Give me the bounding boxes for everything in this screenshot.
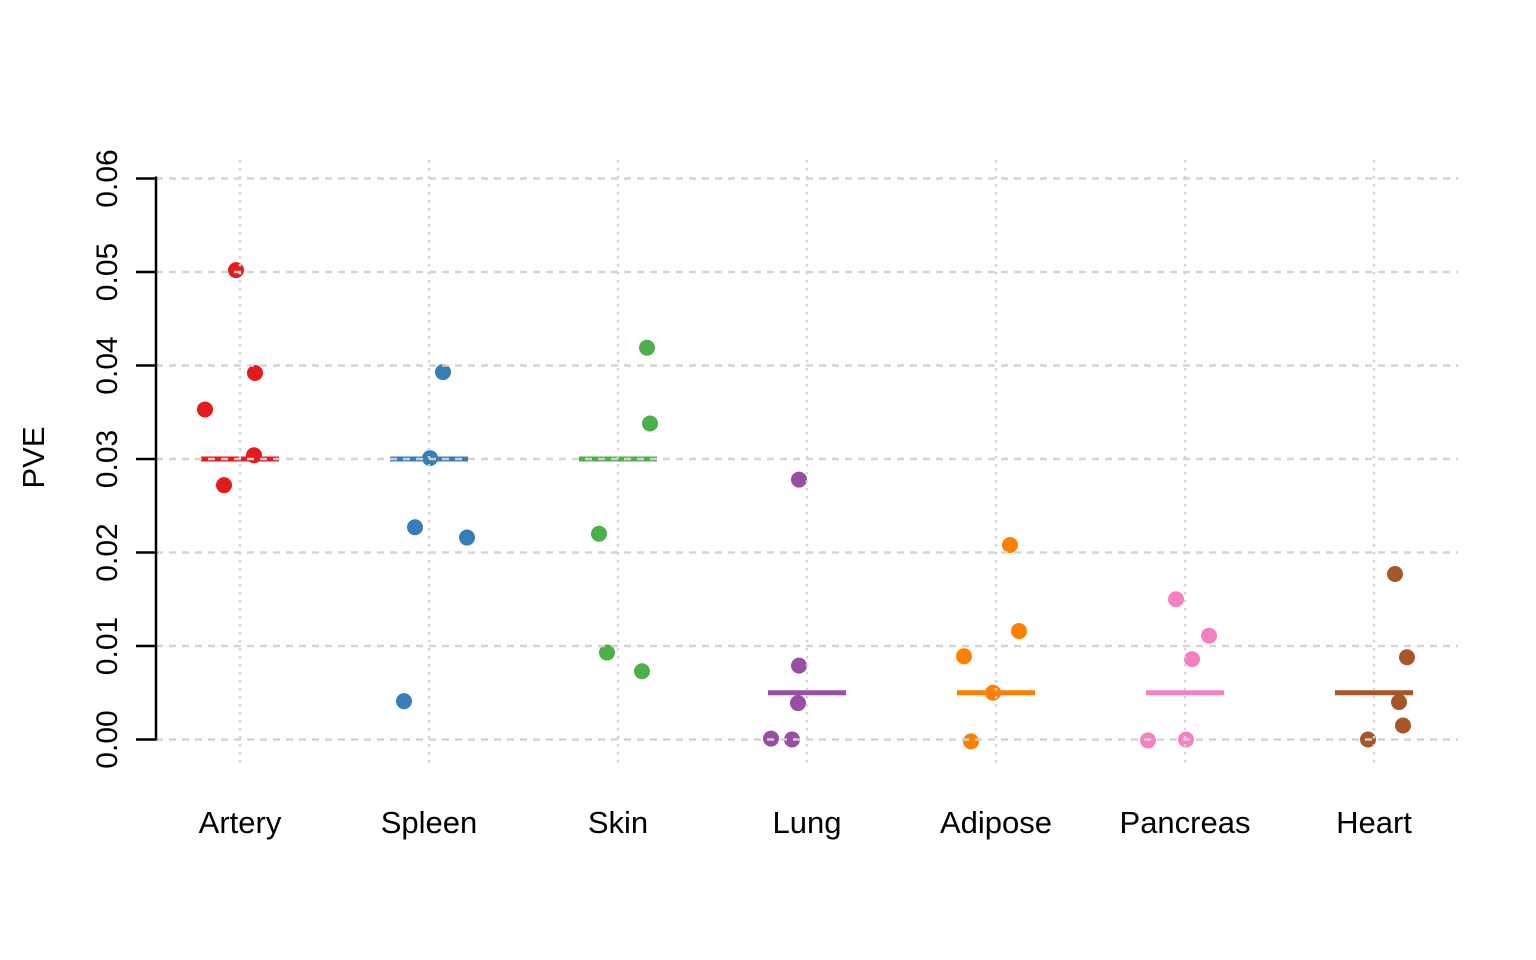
y-tick-label: 0.03 (91, 430, 124, 488)
data-point-adipose (1011, 623, 1027, 640)
y-tick-label: 0.02 (91, 523, 124, 581)
x-category-label-spleen: Spleen (381, 805, 478, 840)
data-point-skin (599, 644, 615, 661)
x-category-label-artery: Artery (199, 805, 282, 840)
x-category-label-lung: Lung (773, 805, 842, 840)
data-point-artery (197, 401, 213, 418)
data-point-pancreas (1184, 651, 1200, 668)
data-point-pancreas (1201, 627, 1217, 644)
x-category-label-skin: Skin (588, 805, 648, 840)
data-point-skin (634, 663, 650, 680)
x-category-label-pancreas: Pancreas (1120, 805, 1251, 840)
data-point-spleen (459, 529, 475, 546)
data-point-heart (1395, 717, 1411, 734)
data-point-heart (1399, 649, 1415, 666)
data-point-artery (246, 447, 262, 464)
data-point-lung (790, 695, 806, 712)
data-point-skin (639, 339, 655, 356)
data-point-spleen (407, 519, 423, 536)
y-tick-label: 0.01 (91, 617, 124, 675)
data-point-spleen (435, 364, 451, 381)
data-point-skin (642, 415, 658, 432)
y-tick-label: 0.00 (91, 710, 124, 768)
data-point-heart (1391, 694, 1407, 711)
data-point-lung (784, 731, 800, 748)
data-point-skin (591, 525, 607, 542)
data-point-artery (228, 262, 244, 279)
data-point-artery (216, 477, 232, 494)
x-category-label-adipose: Adipose (940, 805, 1052, 840)
data-point-spleen (396, 693, 412, 710)
data-point-adipose (1002, 537, 1018, 554)
data-point-lung (791, 657, 807, 674)
data-point-adipose (963, 733, 979, 750)
data-point-adipose (956, 648, 972, 665)
y-tick-label: 0.04 (91, 336, 124, 394)
data-point-heart (1387, 566, 1403, 583)
y-tick-label: 0.06 (91, 149, 124, 207)
data-point-artery (247, 364, 263, 381)
y-tick-label: 0.05 (91, 243, 124, 301)
y-axis-title: PVE (16, 426, 51, 488)
x-category-label-heart: Heart (1336, 805, 1412, 840)
data-point-adipose (985, 684, 1001, 701)
data-point-pancreas (1168, 591, 1184, 608)
data-point-lung (791, 471, 807, 488)
